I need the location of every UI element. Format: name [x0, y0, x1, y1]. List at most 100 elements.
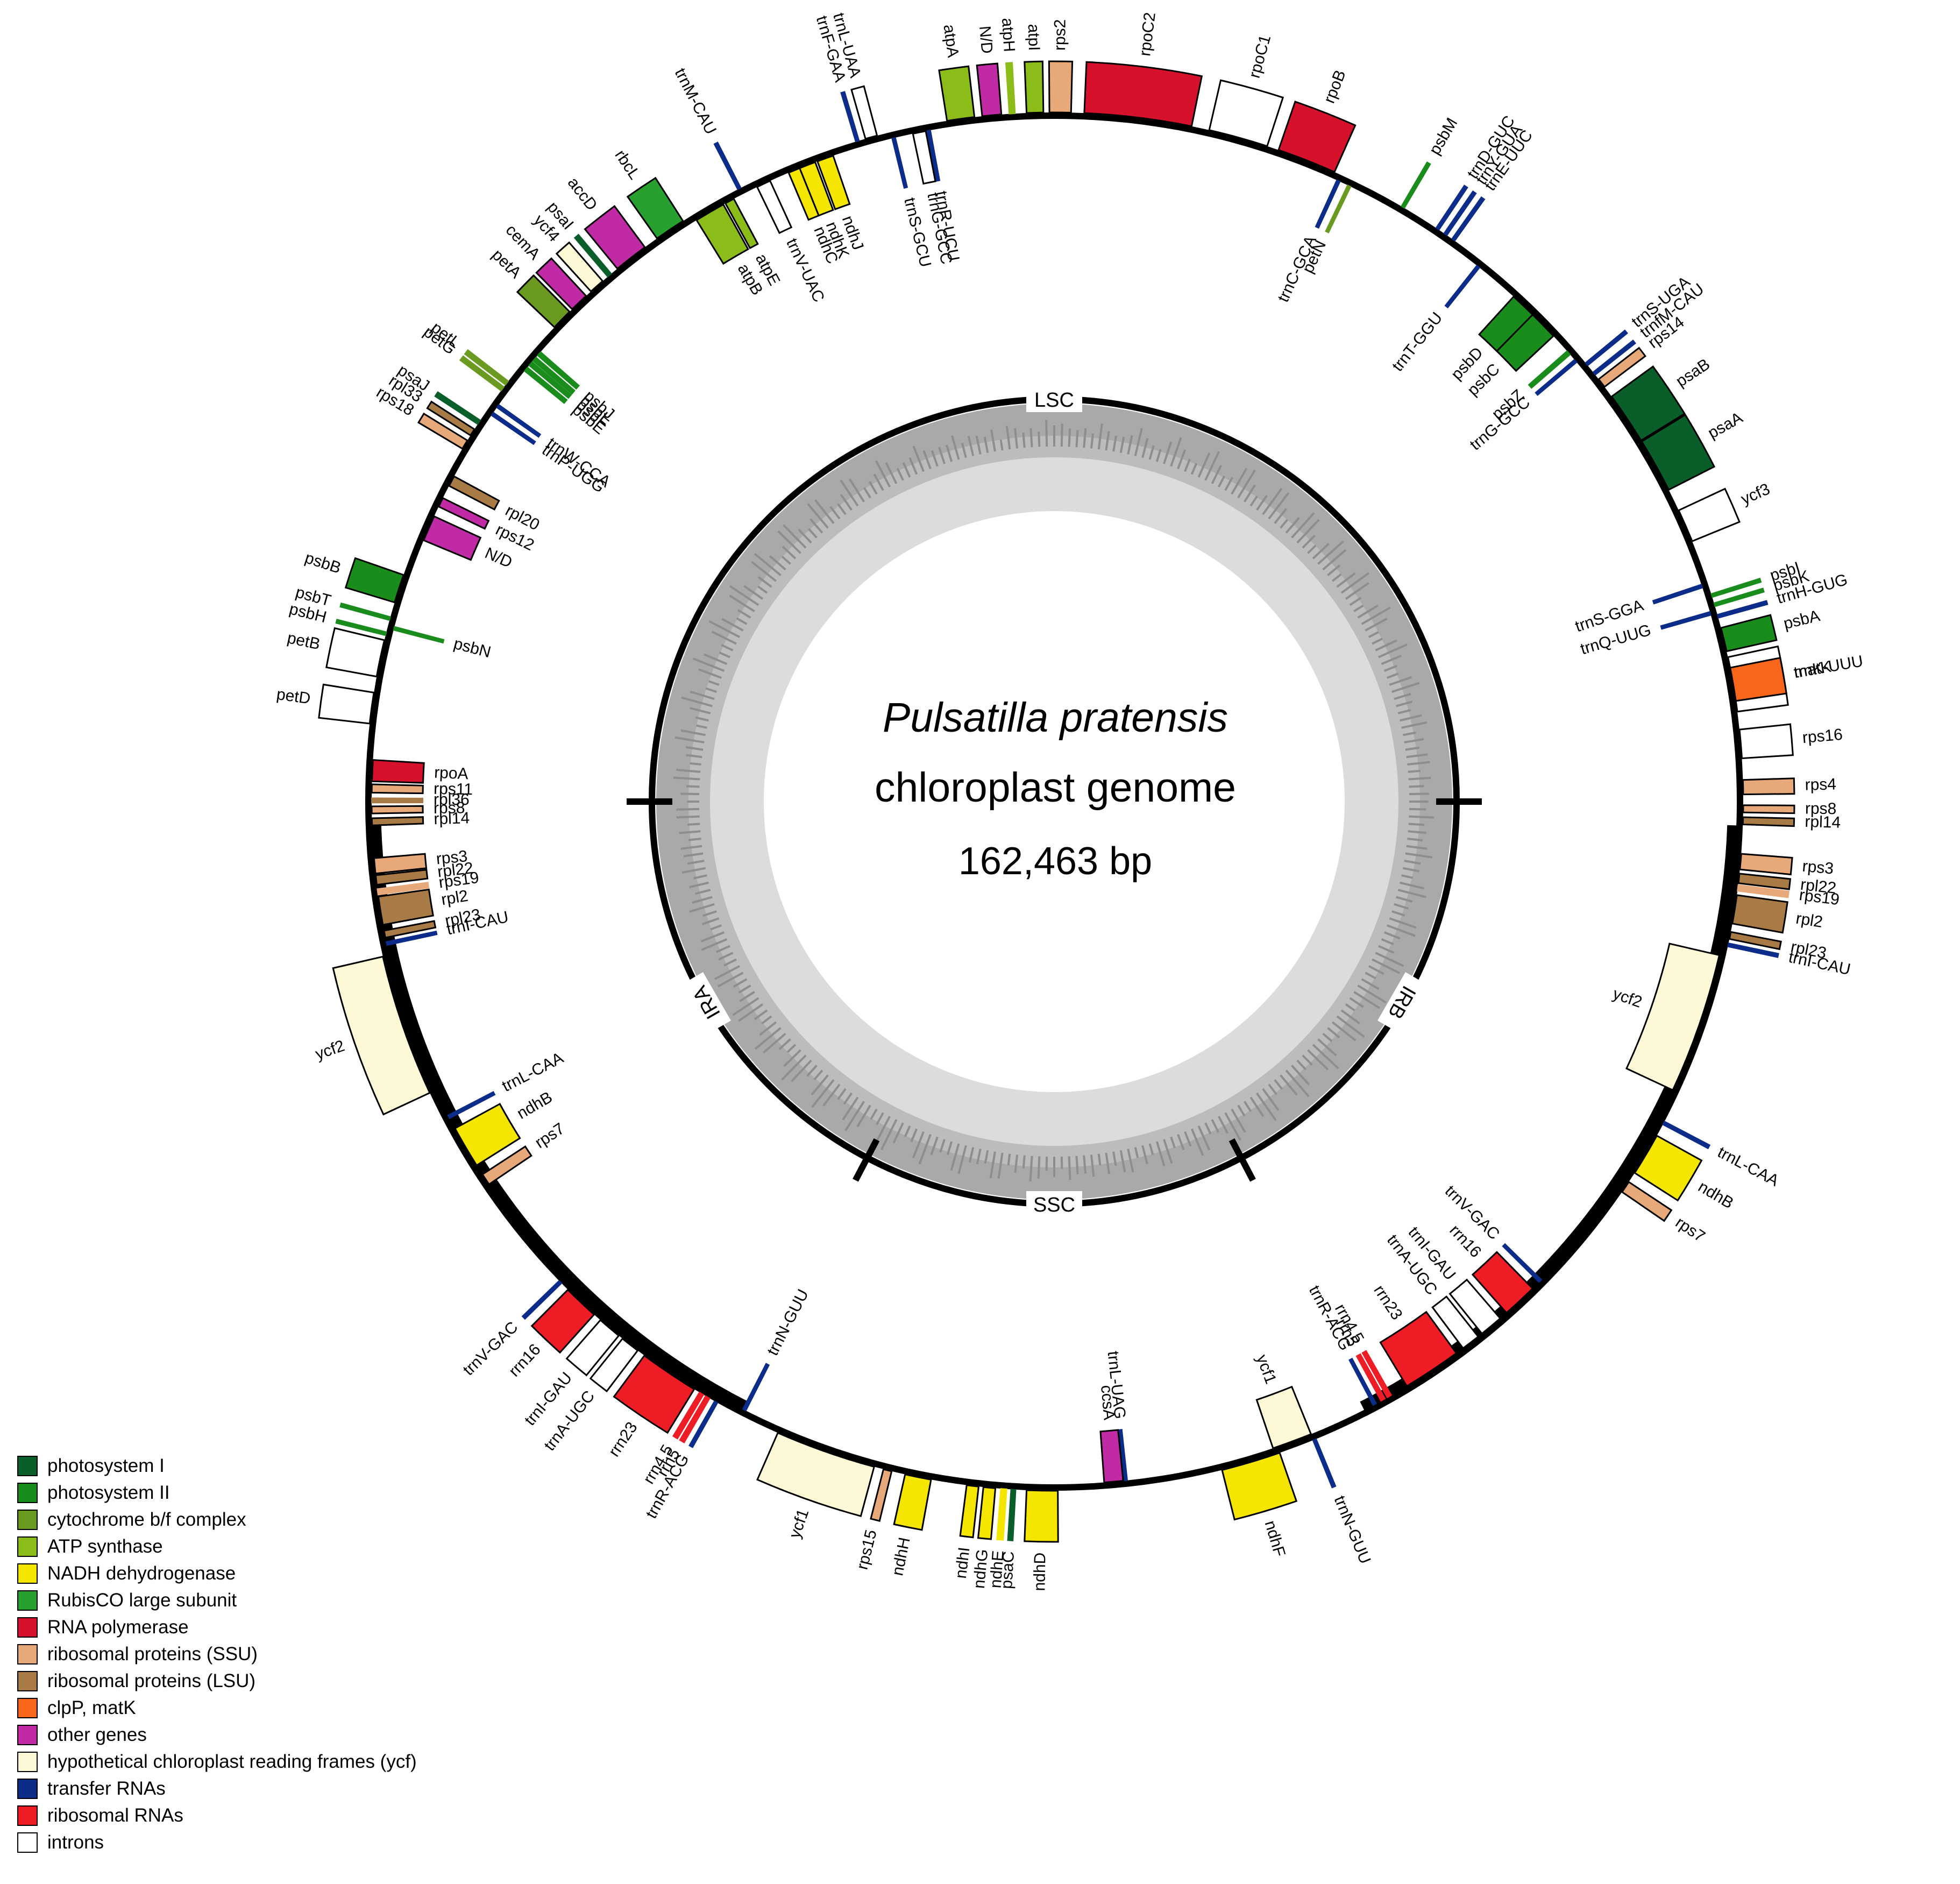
region-label-bg [680, 972, 731, 1034]
gc-spike [680, 729, 706, 736]
gene-label: trnN-GUU [764, 1286, 812, 1358]
gene-psaj [434, 391, 481, 425]
gc-spike [1045, 420, 1048, 447]
gene-accd [584, 205, 647, 270]
gene-trnm-cau [713, 141, 742, 190]
gene-trnh-gug [1716, 600, 1769, 619]
gene-label: ycf2 [1610, 985, 1644, 1011]
gc-spike [701, 938, 728, 951]
legend-item: photosystem II [17, 1479, 417, 1506]
gene-rpoa [371, 759, 425, 784]
gene-label: trnL-CAA [1715, 1143, 1782, 1190]
gc-spike [1402, 731, 1416, 736]
gc-spike [1340, 1009, 1360, 1025]
gene-rpl22 [374, 869, 429, 886]
gc-spike [692, 657, 725, 672]
genome-size: 162,463 bp [958, 840, 1153, 883]
gene-trnn-guu [742, 1363, 770, 1412]
gc-spike [1375, 952, 1404, 967]
gene-label: rps3 [1801, 858, 1834, 878]
gc-spike [702, 910, 717, 917]
gc-spike [1349, 597, 1362, 606]
gc-spike [1394, 692, 1411, 700]
gene-label: rps7 [1672, 1214, 1708, 1246]
gc-spike [715, 945, 730, 953]
gc-spike [1119, 436, 1125, 454]
gene-psbn [393, 626, 445, 644]
gene-label: rpoA [434, 764, 469, 783]
gc-spike [975, 435, 982, 455]
legend-label: ribosomal proteins (SSU) [47, 1644, 258, 1665]
gene-petg [459, 355, 505, 392]
gc-spike [1317, 540, 1344, 565]
species-title: Pulsatilla pratensis [883, 695, 1228, 741]
gc-spike [1383, 664, 1398, 672]
gc-spike [1274, 1079, 1283, 1090]
gc-spike [1007, 1153, 1011, 1166]
gene-rps7 [481, 1145, 532, 1186]
gene-atph [1005, 62, 1016, 115]
gc-spike [1349, 997, 1364, 1008]
gene-trna-ugc [589, 1337, 639, 1393]
gc-spike [1336, 1015, 1365, 1038]
gene-trns-uga [1585, 329, 1628, 366]
gc-spike [989, 1151, 996, 1179]
gene-label: rpl22 [437, 859, 474, 881]
gene-trne-uuc [1451, 196, 1486, 242]
gene-trnd-guc [1435, 185, 1468, 231]
gc-spike [811, 1074, 829, 1096]
gc-spike [1406, 845, 1428, 850]
gc-spike [1237, 469, 1256, 499]
gc-spike [729, 585, 759, 606]
gene-trni-cau [1727, 942, 1779, 958]
gc-spike [686, 785, 700, 788]
gc-spike [1075, 430, 1079, 448]
gene-label: ycf1 [786, 1507, 812, 1541]
gc-spike [1365, 618, 1388, 632]
gc-spike [984, 1150, 989, 1164]
gc-spike [733, 978, 748, 988]
gc-spike [676, 769, 701, 773]
gc-spike [777, 530, 801, 554]
gene-rps15 [870, 1468, 893, 1522]
gene-psbj [536, 351, 580, 390]
gc-spike [1243, 1101, 1252, 1112]
legend-swatch [17, 1752, 38, 1772]
gc-spike [757, 585, 768, 594]
gene-label: rpoC1 [1246, 33, 1275, 80]
gene-label: rrn16 [506, 1341, 544, 1380]
gene-label: ndhG [970, 1548, 992, 1589]
gene-label: ndhD [1031, 1552, 1049, 1591]
legend-swatch [17, 1725, 38, 1745]
gc-spike [938, 447, 946, 464]
gene-peta [516, 274, 571, 329]
gc-spike [1322, 1032, 1333, 1043]
gc-spike [690, 762, 701, 766]
gc-spike [875, 460, 891, 488]
gc-spike [946, 444, 953, 462]
gc-spike [1184, 458, 1191, 472]
gc-spike [1224, 1112, 1241, 1141]
gc-spike [896, 468, 904, 481]
gc-spike [904, 1125, 911, 1137]
gc-spike [1391, 910, 1405, 917]
gc-spike [1372, 958, 1401, 974]
gc-spike [1177, 1134, 1185, 1151]
gene-label: trnT-GGU [1389, 309, 1446, 374]
gene-label: ndhF [1261, 1519, 1289, 1559]
gc-spike [1097, 1153, 1102, 1166]
gene-rps18 [417, 412, 469, 450]
gc-spike [930, 1136, 939, 1156]
gc-spike [732, 997, 759, 1016]
gc-spike [1378, 643, 1408, 658]
gc-spike [892, 1122, 904, 1144]
gene-rpl2 [377, 888, 435, 926]
legend-label: ribosomal RNAs [47, 1805, 183, 1826]
gc-spike [990, 429, 996, 452]
legend-item: photosystem I [17, 1453, 417, 1479]
legend-label: RubisCO large subunit [47, 1590, 237, 1611]
gene-psbm [1400, 161, 1431, 209]
gene-rps8 [371, 805, 424, 814]
legend-item: RubisCO large subunit [17, 1587, 417, 1614]
